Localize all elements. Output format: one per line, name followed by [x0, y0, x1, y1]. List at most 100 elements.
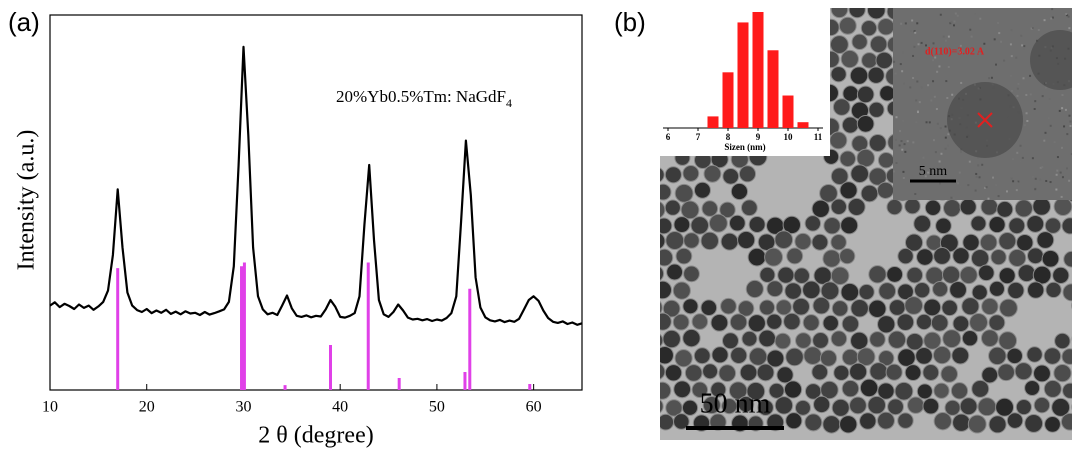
lattice-speckle: [1055, 188, 1058, 191]
nanoparticle: [839, 415, 858, 434]
nanoparticle: [660, 217, 673, 235]
nanoparticle: [839, 247, 856, 265]
lattice-speckle: [1023, 48, 1025, 51]
nanoparticle: [720, 232, 739, 251]
nanoparticle: [758, 329, 777, 348]
nanoparticle: [792, 297, 811, 316]
nanoparticle: [662, 299, 681, 318]
nanoparticle: [970, 215, 987, 232]
nanoparticle: [850, 331, 869, 351]
nanoparticle: [885, 363, 903, 381]
lattice-speckle: [1044, 86, 1047, 89]
lattice-speckle: [899, 130, 902, 133]
lattice-speckle: [1029, 93, 1032, 96]
nanoparticle: [775, 299, 792, 316]
nanoparticle: [999, 298, 1018, 318]
lattice-speckle: [944, 136, 947, 139]
nanoparticle: [869, 331, 886, 348]
nanoparticle: [997, 363, 1015, 382]
nanoparticle: [998, 331, 1018, 351]
lattice-speckle: [916, 111, 919, 114]
nanoparticle: [962, 233, 980, 252]
nanoparticle: [933, 247, 951, 265]
nanoparticle: [886, 198, 903, 216]
lattice-speckle: [1043, 19, 1046, 22]
nanoparticle: [988, 415, 1007, 434]
nanoparticle: [877, 18, 895, 36]
nanoparticle: [756, 363, 775, 382]
nanoparticle: [730, 346, 748, 364]
lattice-speckle: [1021, 156, 1024, 159]
nanoparticle: [660, 102, 662, 113]
nanoparticle: [904, 233, 924, 252]
nanoparticle: [747, 247, 767, 267]
nanoparticle: [1014, 362, 1033, 381]
nanoparticle: [930, 314, 949, 332]
y-axis-label: Intensity (a.u.): [14, 130, 40, 271]
x-tick-label: 10: [42, 399, 58, 416]
nanoparticle: [804, 215, 822, 232]
marker: [977, 112, 993, 128]
nanoparticle: [959, 265, 978, 285]
nanoparticle: [922, 397, 940, 415]
lattice-speckle: [899, 63, 902, 66]
nanoparticle: [683, 265, 700, 283]
x-tick-label: 8: [726, 132, 731, 142]
lattice-speckle: [1010, 55, 1013, 58]
nanoparticle: [710, 381, 727, 398]
nanoparticle: [1044, 217, 1062, 234]
nanoparticle: [777, 266, 795, 284]
nanoparticle: [977, 397, 997, 417]
lattice-speckle: [995, 63, 998, 66]
lattice-speckle: [906, 140, 909, 143]
lattice-speckle: [1065, 12, 1068, 15]
nanoparticle: [866, 8, 886, 20]
scale-bar-label: 50 nm: [700, 388, 771, 419]
lattice-speckle: [1044, 131, 1047, 134]
xrd-line: [49, 45, 583, 326]
nanoparticle: [904, 197, 921, 215]
nanoparticle: [1033, 396, 1051, 414]
lattice-speckle: [1056, 169, 1059, 172]
nanoparticle: [701, 200, 719, 217]
nanoparticle: [691, 313, 709, 330]
lattice-speckle: [1034, 188, 1037, 191]
nanoparticle: [990, 248, 1007, 266]
lattice-speckle: [1043, 139, 1046, 142]
lattice-speckle: [1011, 89, 1014, 92]
lattice-speckle: [998, 32, 1001, 35]
lattice-speckle: [960, 51, 963, 54]
lattice-speckle: [916, 80, 919, 83]
lattice-speckle: [1025, 112, 1028, 115]
lattice-speckle: [967, 184, 970, 187]
nanoparticle: [916, 383, 933, 400]
lattice-speckle: [916, 109, 919, 112]
nanoparticle: [673, 380, 692, 399]
nanoparticle: [1036, 231, 1055, 249]
lattice-speckle: [904, 22, 907, 25]
lattice-speckle: [1037, 29, 1040, 32]
lattice-speckle: [1010, 29, 1013, 32]
nanoparticle: [672, 313, 690, 331]
histogram-bar: [722, 72, 734, 128]
lattice-speckle: [951, 93, 954, 96]
lattice-speckle: [1009, 43, 1012, 46]
lattice-speckle: [1059, 171, 1062, 174]
nanoparticle: [869, 362, 888, 381]
nanoparticle: [793, 267, 811, 285]
lattice-speckle: [1011, 158, 1014, 161]
lattice-speckle: [913, 45, 916, 48]
lattice-speckle: [983, 186, 986, 189]
lattice-speckle: [1050, 17, 1053, 20]
nanoparticle: [795, 332, 812, 349]
nanoparticle: [783, 380, 803, 399]
nanoparticle: [719, 201, 736, 219]
nanoparticle: [915, 347, 933, 365]
nanoparticle: [682, 328, 701, 348]
nanoparticle: [838, 16, 857, 35]
lattice-speckle: [958, 48, 961, 51]
lattice-speckle: [1003, 59, 1006, 62]
x-tick-label: 60: [526, 399, 542, 416]
lattice-speckle: [927, 199, 930, 200]
nanoparticle: [897, 412, 914, 429]
